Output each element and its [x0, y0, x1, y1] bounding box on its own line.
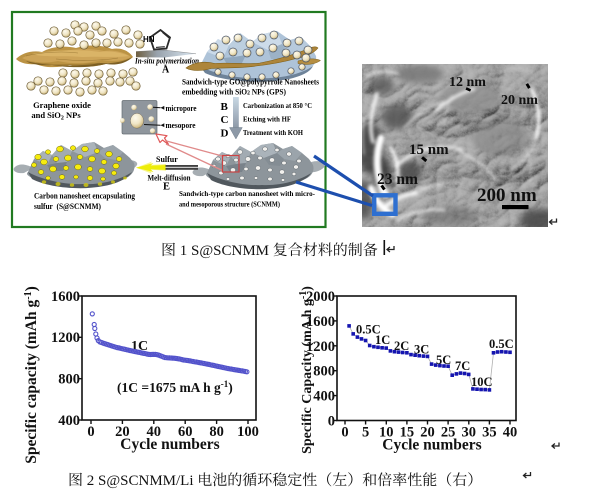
svg-text:5C: 5C — [436, 353, 451, 367]
svg-text:15 nm: 15 nm — [409, 142, 449, 158]
svg-text:Sandwich-type GO@polypyrrole N: Sandwich-type GO@polypyrrole Nanosheets — [182, 78, 319, 87]
svg-text:C: C — [221, 114, 229, 126]
svg-text:0.5C: 0.5C — [356, 323, 381, 337]
svg-text:12 nm: 12 nm — [449, 75, 486, 90]
svg-text:40: 40 — [503, 425, 518, 441]
svg-text:E: E — [163, 182, 170, 193]
svg-text:35: 35 — [482, 425, 497, 441]
svg-text:Graphene oxide: Graphene oxide — [33, 100, 91, 110]
svg-text:400: 400 — [313, 389, 335, 405]
svg-text:Carbonization at 850 °C: Carbonization at 850 °C — [243, 101, 312, 110]
svg-text:400: 400 — [58, 413, 80, 429]
svg-text:80: 80 — [209, 424, 224, 440]
svg-text:Carbon nanosheet encapsulating: Carbon nanosheet encapsulating — [34, 192, 135, 201]
svg-text:40: 40 — [147, 424, 162, 440]
svg-text:Specific Capacity (mA h g-1): Specific Capacity (mA h g-1) — [298, 286, 315, 454]
svg-text:Treatment with KOH: Treatment with KOH — [243, 128, 303, 137]
svg-text:30: 30 — [462, 425, 477, 441]
svg-text:100: 100 — [237, 424, 259, 440]
svg-text:embedding with SiO2 NPs (GPS): embedding with SiO2 NPs (GPS) — [182, 88, 286, 97]
svg-text:Sandwich-type carbon nanosheet: Sandwich-type carbon nanosheet with micr… — [179, 189, 315, 198]
svg-text:800: 800 — [58, 372, 80, 388]
svg-text:Etching with HF: Etching with HF — [243, 115, 291, 124]
svg-text:micropore: micropore — [166, 104, 197, 113]
svg-text:1600: 1600 — [51, 289, 80, 305]
svg-text:1C: 1C — [375, 333, 390, 347]
svg-text:D: D — [221, 128, 229, 140]
svg-text:and mesoporous structure (SCNM: and mesoporous structure (SCNMM) — [179, 200, 280, 209]
svg-text:3C: 3C — [414, 343, 429, 357]
svg-text:2C: 2C — [394, 339, 409, 353]
svg-text:15: 15 — [400, 425, 415, 441]
svg-text:HN: HN — [143, 35, 155, 44]
svg-text:A: A — [162, 65, 170, 76]
svg-text:0: 0 — [328, 414, 335, 430]
svg-text:10: 10 — [379, 425, 394, 441]
svg-text:Cycle numbers: Cycle numbers — [382, 437, 481, 454]
svg-text:Cycle numbers: Cycle numbers — [120, 436, 219, 453]
svg-text:23 nm: 23 nm — [377, 171, 418, 188]
svg-text:200 nm: 200 nm — [477, 185, 537, 206]
svg-text:20 nm: 20 nm — [501, 93, 538, 108]
svg-text:1200: 1200 — [306, 339, 335, 355]
svg-text:and SiO2 NPs: and SiO2 NPs — [31, 110, 81, 122]
svg-text:0.5C: 0.5C — [489, 337, 514, 351]
svg-text:Melt-diffusion: Melt-diffusion — [148, 174, 191, 183]
svg-text:1600: 1600 — [306, 314, 335, 330]
svg-text:2000: 2000 — [306, 289, 335, 305]
svg-text:mesopore: mesopore — [166, 121, 196, 130]
svg-text:7C: 7C — [455, 359, 470, 373]
svg-text:5: 5 — [362, 425, 369, 441]
svg-text:0: 0 — [341, 425, 348, 441]
svg-text:800: 800 — [313, 364, 335, 380]
svg-text:1200: 1200 — [51, 330, 80, 346]
svg-text:(1C =1675 mA h g-1): (1C =1675 mA h g-1) — [117, 379, 233, 395]
svg-text:10C: 10C — [471, 375, 493, 389]
svg-text:In-situ polymerization: In-situ polymerization — [134, 57, 199, 66]
svg-text:20: 20 — [420, 425, 435, 441]
svg-text:25: 25 — [441, 425, 456, 441]
svg-text:0: 0 — [87, 424, 94, 440]
svg-text:B: B — [221, 101, 229, 113]
svg-text:Sulfur: Sulfur — [156, 155, 178, 164]
svg-text:Specific capacity (mAh g-1): Specific capacity (mAh g-1) — [23, 286, 40, 464]
svg-text:60: 60 — [178, 424, 193, 440]
svg-text:20: 20 — [115, 424, 130, 440]
svg-text:sulfur (S@SCNMM): sulfur (S@SCNMM) — [34, 202, 101, 211]
